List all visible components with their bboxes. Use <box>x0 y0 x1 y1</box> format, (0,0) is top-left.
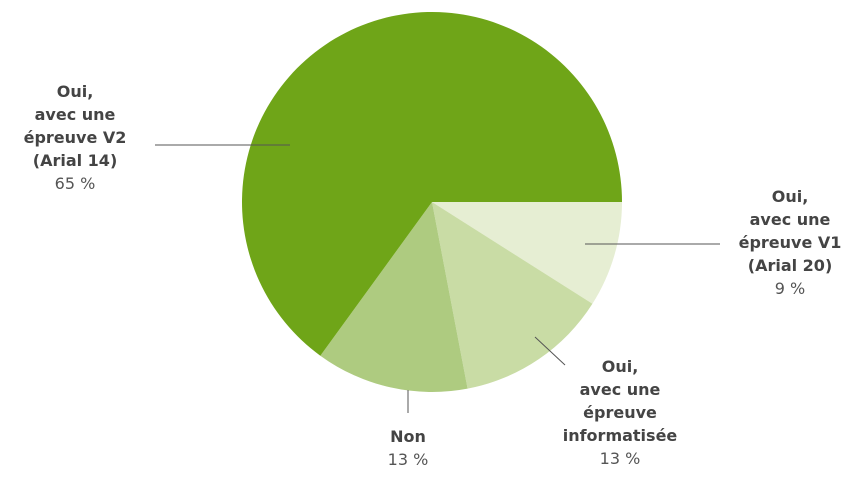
value-label: 13 % <box>387 450 429 469</box>
category-label: Non <box>390 427 426 446</box>
pie-slice <box>432 202 593 389</box>
slice-label: Oui, avec une épreuve V1 (Arial 20) 9 % <box>710 185 851 300</box>
slice-label: Oui, avec une épreuve V2 (Arial 14) 65 % <box>0 80 155 195</box>
pie-slice <box>320 202 468 392</box>
pie-slice <box>432 202 622 304</box>
value-label: 65 % <box>54 174 96 193</box>
slice-label: Non 13 % <box>328 425 488 471</box>
value-label: 13 % <box>599 449 641 468</box>
category-label: Oui, avec une épreuve V1 (Arial 20) <box>738 187 842 275</box>
value-label: 9 % <box>774 279 806 298</box>
pie-slice <box>241 12 622 356</box>
leader-line <box>534 336 566 366</box>
category-label: Oui, avec une épreuve informatisée <box>562 357 678 445</box>
slice-label: Oui, avec une épreuve informatisée 13 % <box>540 355 700 470</box>
category-label: Oui, avec une épreuve V2 (Arial 14) <box>23 82 127 170</box>
